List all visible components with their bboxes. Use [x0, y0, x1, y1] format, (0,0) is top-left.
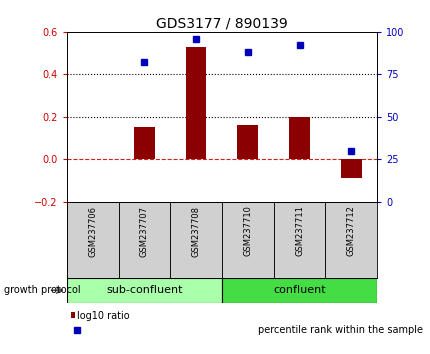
Bar — [67, 278, 221, 303]
Text: sub-confluent: sub-confluent — [106, 285, 182, 295]
Bar — [237, 125, 258, 159]
Bar — [71, 312, 75, 319]
Text: GSM237711: GSM237711 — [295, 206, 303, 256]
Bar — [340, 159, 361, 178]
Bar — [273, 202, 325, 278]
Text: GSM237707: GSM237707 — [140, 206, 148, 257]
Bar — [325, 202, 376, 278]
Text: growth protocol: growth protocol — [4, 285, 81, 295]
Bar — [221, 202, 273, 278]
Bar — [67, 202, 118, 278]
Bar — [289, 117, 309, 159]
Bar — [134, 127, 154, 159]
Bar — [118, 202, 170, 278]
Text: percentile rank within the sample: percentile rank within the sample — [258, 325, 422, 335]
Title: GDS3177 / 890139: GDS3177 / 890139 — [156, 17, 287, 31]
Text: GSM237710: GSM237710 — [243, 206, 252, 256]
Bar — [170, 202, 221, 278]
Text: log10 ratio: log10 ratio — [77, 311, 129, 321]
Text: confluent: confluent — [273, 285, 325, 295]
Text: GSM237706: GSM237706 — [88, 206, 97, 257]
Bar — [221, 278, 376, 303]
Text: GSM237712: GSM237712 — [346, 206, 355, 256]
Text: GSM237708: GSM237708 — [191, 206, 200, 257]
Bar — [185, 47, 206, 159]
